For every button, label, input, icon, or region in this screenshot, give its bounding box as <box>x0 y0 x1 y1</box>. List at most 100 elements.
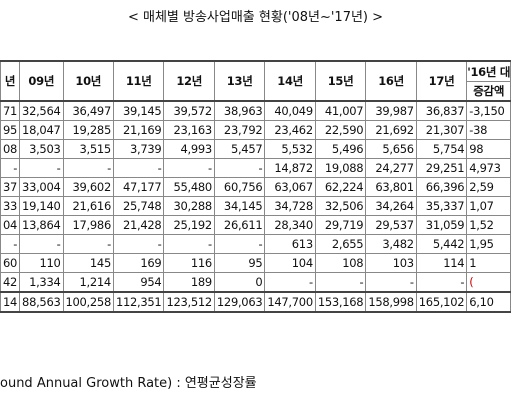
table-cell: 1,52 <box>466 215 511 235</box>
table-cell: 60 <box>0 253 21 273</box>
table-row: 14 88,563 100,258 112,351 123,512 129,063 147,… <box>0 291 511 313</box>
table-cell: 33 <box>0 196 21 216</box>
table-cell: 954 <box>112 272 165 293</box>
table-cell: 17,986 <box>62 215 114 235</box>
table-cell: 19,285 <box>62 120 114 140</box>
table-cell: 24,277 <box>365 158 417 178</box>
table-row: - - - - - -14,872 19,088 24,277 29,251 4,973 <box>0 158 511 178</box>
table-cell: - <box>112 234 165 254</box>
table-row: - - - - - -613 2,655 3,482 5,442 1,95 <box>0 234 511 254</box>
table-row: 95 18,047 19,285 21,169 23,163 23,792 23,462 22… <box>0 120 511 140</box>
table-cell: 108 <box>314 253 367 273</box>
header-top: '16년 대 <box>467 64 511 79</box>
table-cell: 26,611 <box>213 215 266 235</box>
header-cell: 09년 <box>19 60 64 102</box>
table-cell: 6,10 <box>466 291 511 313</box>
table-cell: 32,564 <box>19 100 64 121</box>
table-cell: 104 <box>264 253 316 273</box>
table-cell: 47,177 <box>112 177 165 197</box>
table-cell: 5,442 <box>415 234 468 254</box>
table-cell: 63,801 <box>365 177 417 197</box>
table-cell: 39,572 <box>163 100 215 121</box>
header-cell: 15년 <box>314 60 367 102</box>
table-cell: 110 <box>19 253 64 273</box>
table-cell: 5,532 <box>264 139 316 159</box>
table-row: 71 32,564 36,497 39,145 39,572 38,963 40,049 41… <box>0 100 511 121</box>
table-cell: 34,145 <box>213 196 266 216</box>
table-cell: 88,563 <box>19 291 64 313</box>
header-bottom: 증감액 <box>467 80 510 100</box>
table-cell: 123,512 <box>163 291 215 313</box>
table-cell: 33,004 <box>19 177 64 197</box>
table-cell: 21,169 <box>112 120 165 140</box>
header-cell: 년 <box>0 60 21 102</box>
table-cell: 40,049 <box>264 100 316 121</box>
table-cell: ( <box>466 272 511 293</box>
table-cell: 100,258 <box>62 291 114 313</box>
table-row: 08 3,503 3,515 3,739 4,993 5,457 5,532 5,496 5,6… <box>0 139 511 159</box>
table-cell: 04 <box>0 215 21 235</box>
table-cell: 38,963 <box>213 100 266 121</box>
table-cell: - <box>0 158 21 178</box>
table-cell: 165,102 <box>415 291 468 313</box>
header-row: 년 09년 10년 11년 12년 13년 14년 15년 16년 17년 '16년 대 증감액 <box>0 60 511 102</box>
sales-table: 년 09년 10년 11년 12년 13년 14년 15년 16년 17년 '16년 대 증감액 71… <box>0 60 511 313</box>
table-cell: 5,754 <box>415 139 468 159</box>
table-cell: 29,719 <box>314 215 367 235</box>
table-cell: 21,692 <box>365 120 417 140</box>
table-cell: 21,616 <box>62 196 114 216</box>
table-cell: - <box>213 234 266 254</box>
table-cell: 116 <box>163 253 215 273</box>
table-cell: 37 <box>0 177 21 197</box>
table-cell: 1,07 <box>466 196 511 216</box>
table-cell: 1 <box>466 253 511 273</box>
table-cell: - <box>112 158 165 178</box>
table-cell: 31,059 <box>415 215 468 235</box>
table-cell: 1,95 <box>466 234 511 254</box>
table-cell: 55,480 <box>163 177 215 197</box>
table-cell: 2,59 <box>466 177 511 197</box>
table-cell: 19,140 <box>19 196 64 216</box>
table-cell: 147,700 <box>264 291 316 313</box>
header-cell: 16년 <box>365 60 417 102</box>
table-row: 60 110 145 169 116 95 104 108 103 114 1 <box>0 253 511 273</box>
table-cell: 41,007 <box>314 100 367 121</box>
table-cell: 21,428 <box>112 215 165 235</box>
table-row: 33 19,140 21,616 25,748 30,288 34,145 34,728 32… <box>0 196 511 216</box>
table-cell: 30,288 <box>163 196 215 216</box>
table-cell: 189 <box>163 272 215 293</box>
table-cell: 39,987 <box>365 100 417 121</box>
table-body: 71 32,564 36,497 39,145 39,572 38,963 40,049 41… <box>0 100 511 313</box>
table-cell: 145 <box>62 253 114 273</box>
table-cell: -38 <box>466 120 511 140</box>
table-cell: 4,993 <box>163 139 215 159</box>
table-row: 42 1,334 1,214 954 189 0- - - -( <box>0 272 511 293</box>
table-cell: 35,337 <box>415 196 468 216</box>
table-cell: 95 <box>0 120 21 140</box>
table-cell: 98 <box>466 139 511 159</box>
header-cell: 14년 <box>264 60 316 102</box>
table-cell: 39,602 <box>62 177 114 197</box>
table-cell: -3,150 <box>466 100 511 121</box>
table-cell: 14,872 <box>264 158 316 178</box>
table-cell: 60,756 <box>213 177 266 197</box>
header-cell: 13년 <box>213 60 266 102</box>
table-cell: 13,864 <box>19 215 64 235</box>
table-cell: 169 <box>112 253 165 273</box>
table-cell: 36,497 <box>62 100 114 121</box>
table-cell: 25,748 <box>112 196 165 216</box>
table-cell: - <box>264 272 316 293</box>
table-cell: 23,163 <box>163 120 215 140</box>
table-cell: 5,656 <box>365 139 417 159</box>
table-cell: 66,396 <box>415 177 468 197</box>
table-cell: 1,214 <box>62 272 114 293</box>
table-cell: 36,837 <box>415 100 468 121</box>
table-cell: 3,482 <box>365 234 417 254</box>
table-cell: 14 <box>0 291 21 313</box>
header-cell: '16년 대 증감액 <box>466 60 511 102</box>
table-cell: 3,503 <box>19 139 64 159</box>
table-cell: - <box>19 234 64 254</box>
table-cell: - <box>19 158 64 178</box>
table-cell: - <box>0 234 21 254</box>
